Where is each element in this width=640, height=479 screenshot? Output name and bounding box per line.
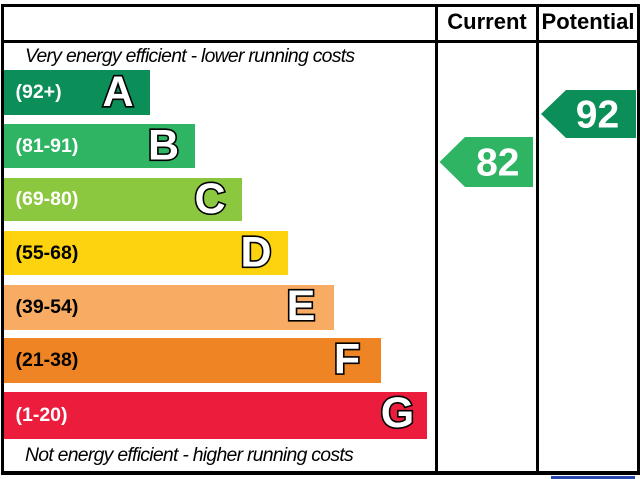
- svg-text:B: B: [148, 122, 179, 170]
- svg-text:F: F: [334, 336, 360, 384]
- svg-text:D: D: [240, 229, 271, 277]
- svg-text:C: C: [194, 175, 225, 223]
- svg-text:G: G: [381, 389, 414, 437]
- svg-text:92: 92: [576, 93, 619, 136]
- svg-text:E: E: [287, 282, 316, 330]
- svg-text:A: A: [102, 68, 133, 116]
- svg-text:82: 82: [476, 141, 519, 184]
